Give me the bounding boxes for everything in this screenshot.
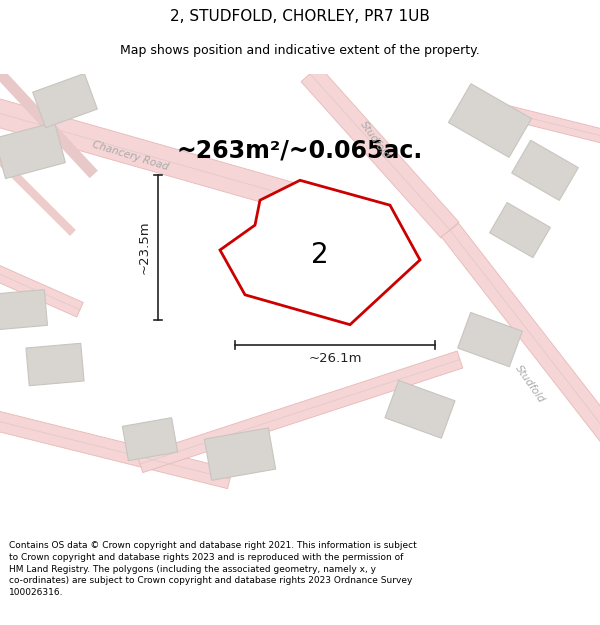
Text: Studfold: Studfold: [358, 120, 392, 161]
Polygon shape: [512, 140, 578, 201]
Text: 2, STUDFOLD, CHORLEY, PR7 1UB: 2, STUDFOLD, CHORLEY, PR7 1UB: [170, 9, 430, 24]
Polygon shape: [137, 351, 463, 472]
Text: Contains OS data © Crown copyright and database right 2021. This information is : Contains OS data © Crown copyright and d…: [9, 541, 417, 598]
Polygon shape: [490, 202, 550, 258]
Polygon shape: [32, 74, 97, 128]
Polygon shape: [220, 180, 420, 324]
Polygon shape: [205, 428, 275, 481]
Text: Map shows position and indicative extent of the property.: Map shows position and indicative extent…: [120, 44, 480, 57]
Polygon shape: [0, 409, 232, 489]
Text: Studfold: Studfold: [514, 364, 547, 405]
Text: ~263m²/~0.065ac.: ~263m²/~0.065ac.: [177, 138, 423, 162]
Polygon shape: [255, 195, 390, 315]
Polygon shape: [0, 122, 65, 179]
Text: 2: 2: [311, 241, 329, 269]
Polygon shape: [448, 84, 532, 158]
Polygon shape: [301, 66, 459, 238]
Polygon shape: [0, 262, 83, 317]
Polygon shape: [385, 381, 455, 438]
Text: Chancery Road: Chancery Road: [91, 139, 169, 172]
Polygon shape: [0, 98, 344, 224]
Text: ~26.1m: ~26.1m: [308, 352, 362, 365]
Polygon shape: [122, 418, 178, 461]
Polygon shape: [499, 104, 600, 148]
Polygon shape: [26, 343, 84, 386]
Polygon shape: [458, 312, 523, 367]
Text: ~23.5m: ~23.5m: [137, 221, 151, 274]
Polygon shape: [441, 223, 600, 456]
Polygon shape: [0, 289, 47, 330]
